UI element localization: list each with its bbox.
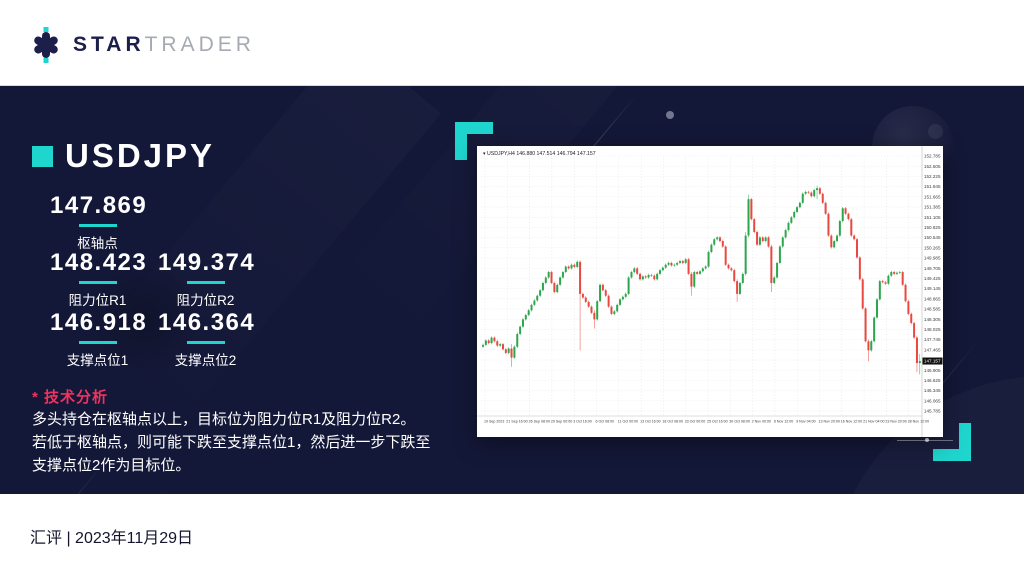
resistance2-level: 149.374 阻力位R2 (158, 249, 256, 309)
symbol-title: USDJPY (65, 137, 216, 174)
svg-text:148.585: 148.585 (924, 307, 941, 312)
resistance2-value: 149.374 (158, 249, 256, 276)
support2-label: 支撑点位2 (174, 352, 237, 368)
svg-text:151.665: 151.665 (924, 194, 941, 199)
candlestick-chart: 152.785 152.505 152.225 151.945 151.665 151.3… (477, 146, 943, 437)
support2-level: 146.364 支撑点位2 (158, 309, 256, 369)
pivot-value: 147.869 (50, 192, 148, 219)
svg-text:146.345: 146.345 (924, 388, 941, 393)
svg-text:29 Sep 00:00: 29 Sep 00:00 (551, 420, 572, 424)
svg-text:13 Nov 20:00: 13 Nov 20:00 (819, 420, 840, 424)
svg-text:18 Oct 08:00: 18 Oct 08:00 (662, 420, 683, 424)
teal-underline (186, 281, 225, 284)
teal-underline (78, 281, 117, 284)
svg-text:6 Oct 08:00: 6 Oct 08:00 (596, 420, 615, 424)
svg-text:152.225: 152.225 (924, 174, 941, 179)
brand-name-secondary: TRADER (144, 33, 255, 56)
analysis-body: 多头持仓在枢轴点以上，目标位为阻力位R1及阻力位R2。 若低于枢轴点，则可能下跌… (32, 411, 431, 474)
teal-underline (186, 341, 225, 344)
svg-text:23 Nov 20:00: 23 Nov 20:00 (885, 420, 906, 424)
star-asterisk-icon (34, 27, 58, 63)
svg-text:149.425: 149.425 (924, 276, 941, 281)
svg-text:21 Nov 04:00: 21 Nov 04:00 (863, 420, 884, 424)
svg-text:28 Nov 12:00: 28 Nov 12:00 (908, 420, 929, 424)
scrollbar-dot (925, 438, 929, 442)
svg-text:151.105: 151.105 (924, 215, 941, 220)
support1-level: 146.918 支撑点位1 (50, 309, 148, 369)
support2-value: 146.364 (158, 309, 256, 336)
teal-underline (78, 224, 117, 227)
svg-text:6 Nov 12:00: 6 Nov 12:00 (774, 420, 793, 424)
svg-text:145.785: 145.785 (924, 409, 941, 414)
resistance1-level: 148.423 阻力位R1 (50, 249, 148, 309)
dark-circle-decoration (85, 258, 205, 378)
svg-text:▾ USDJPY,H4 146.880 147.514 1: ▾ USDJPY,H4 146.880 147.514 146.794 147.… (483, 151, 596, 157)
svg-text:19 Sep 2023: 19 Sep 2023 (484, 420, 504, 424)
svg-text:149.985: 149.985 (924, 256, 941, 261)
svg-text:151.385: 151.385 (924, 205, 941, 210)
svg-text:146.625: 146.625 (924, 378, 941, 383)
svg-text:150.825: 150.825 (924, 225, 941, 230)
dot-decoration (666, 111, 674, 119)
svg-text:25 Oct 16:00: 25 Oct 16:00 (707, 420, 728, 424)
sphere-small-decoration (928, 124, 943, 139)
svg-text:26 Sep 08:00: 26 Sep 08:00 (529, 420, 550, 424)
symbol-title-row: USDJPY (32, 137, 215, 175)
svg-text:150.265: 150.265 (924, 245, 941, 250)
svg-text:147.745: 147.745 (924, 337, 941, 342)
mt4-chart-panel: 152.785 152.505 152.225 151.945 151.665 151.3… (477, 146, 943, 437)
page-footer: 汇评 | 2023年11月29日 (0, 494, 1024, 576)
svg-text:16 Nov 12:00: 16 Nov 12:00 (841, 420, 862, 424)
svg-text:152.785: 152.785 (924, 154, 941, 159)
main-banner: USDJPY 147.869 枢轴点 148.423 阻力位R1 149.374… (0, 86, 1024, 494)
svg-text:13 Oct 16:00: 13 Oct 16:00 (640, 420, 661, 424)
pivot-level: 147.869 枢轴点 (50, 192, 148, 252)
svg-text:152.505: 152.505 (924, 164, 941, 169)
svg-text:9 Nov 04:00: 9 Nov 04:00 (796, 420, 815, 424)
corner-bracket-top-left-icon (455, 122, 493, 160)
svg-text:148.305: 148.305 (924, 317, 941, 322)
footer-caption: 汇评 | 2023年11月29日 (30, 530, 194, 547)
svg-text:151.945: 151.945 (924, 184, 941, 189)
pivot-label: 枢轴点 (77, 235, 118, 251)
resistance2-label: 阻力位R2 (176, 292, 235, 308)
analysis-title: * 技术分析 (32, 389, 109, 406)
svg-text:21 Sep 16:00: 21 Sep 16:00 (506, 420, 527, 424)
svg-text:146.905: 146.905 (924, 368, 941, 373)
svg-text:148.865: 148.865 (924, 296, 941, 301)
teal-square-bullet-icon (32, 145, 53, 167)
svg-text:11 Oct 00:00: 11 Oct 00:00 (618, 420, 638, 424)
resistance1-value: 148.423 (50, 249, 148, 276)
brand-wordmark: STAR TRADER (73, 33, 255, 57)
support1-label: 支撑点位1 (66, 352, 129, 368)
svg-text:3 Oct 16:00: 3 Oct 16:00 (573, 420, 592, 424)
corner-bracket-bottom-right-icon (933, 423, 971, 461)
svg-text:2 Nov 00:00: 2 Nov 00:00 (752, 420, 771, 424)
svg-text:23 Oct 00:00: 23 Oct 00:00 (685, 420, 706, 424)
svg-text:149.145: 149.145 (924, 286, 941, 291)
svg-text:149.705: 149.705 (924, 266, 941, 271)
page-header: STAR TRADER (0, 0, 1024, 86)
svg-text:147.157: 147.157 (924, 359, 941, 364)
svg-text:30 Oct 08:00: 30 Oct 08:00 (729, 420, 750, 424)
resistance1-label: 阻力位R1 (68, 292, 127, 308)
svg-text:147.465: 147.465 (924, 347, 941, 352)
svg-text:150.545: 150.545 (924, 235, 941, 240)
support1-value: 146.918 (50, 309, 148, 336)
brand-logo: STAR TRADER (30, 27, 255, 63)
brand-name-primary: STAR (73, 33, 145, 56)
teal-underline (78, 341, 117, 344)
svg-text:148.025: 148.025 (924, 327, 941, 332)
svg-text:146.065: 146.065 (924, 398, 941, 403)
